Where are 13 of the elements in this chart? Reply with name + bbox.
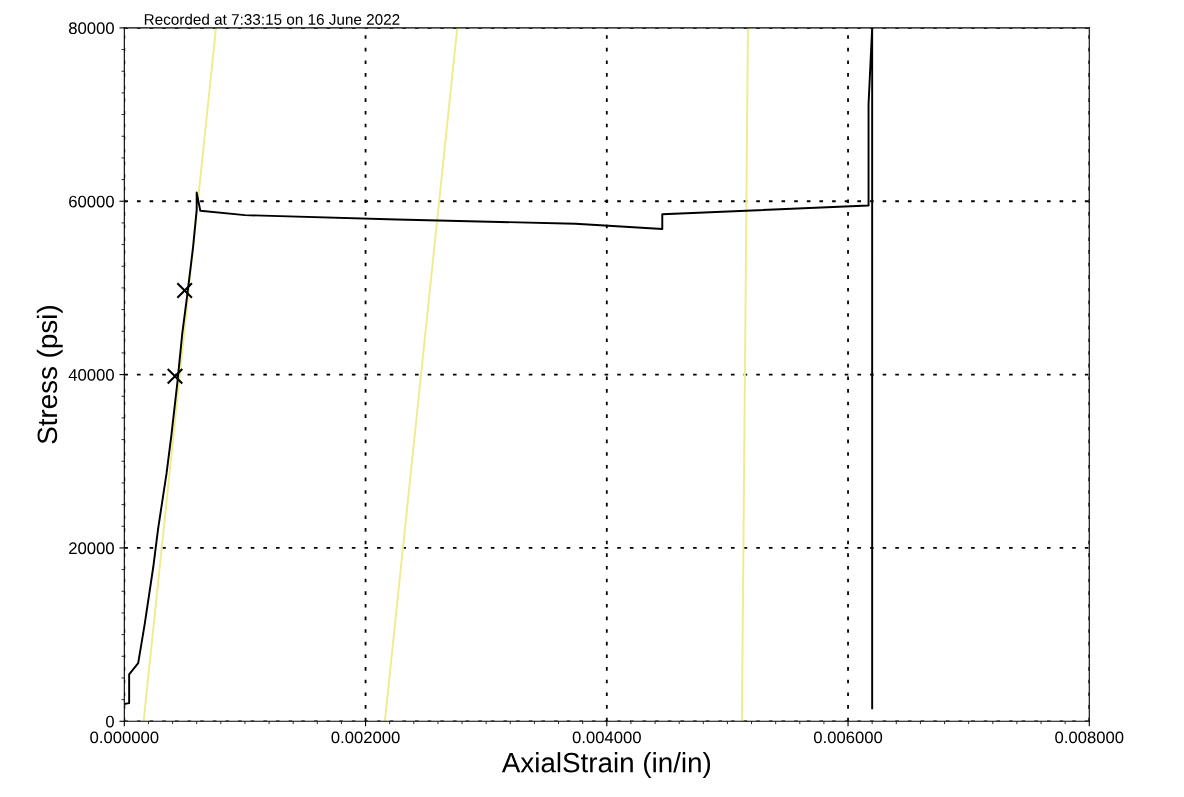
y-tick-label: 20000	[69, 542, 114, 555]
x-tick-label: 0.002000	[331, 731, 400, 744]
chart-title: Recorded at 7:33:15 on 16 June 2022	[144, 13, 400, 25]
y-tick-label: 40000	[68, 368, 114, 381]
x-tick-label: 0.006000	[813, 731, 883, 744]
y-axis-title: Stress (psi)	[36, 306, 63, 444]
y-tick-label: 0	[105, 715, 114, 728]
y-tick-label: 80000	[68, 22, 114, 35]
y-tick-label: 60000	[69, 195, 114, 208]
x-tick-label: 0.004000	[572, 731, 641, 744]
x-axis-title: AxialStrain (in/in)	[501, 752, 711, 778]
x-tick-label: 0.000000	[90, 731, 159, 744]
x-tick-label: 0.008000	[1055, 731, 1124, 744]
